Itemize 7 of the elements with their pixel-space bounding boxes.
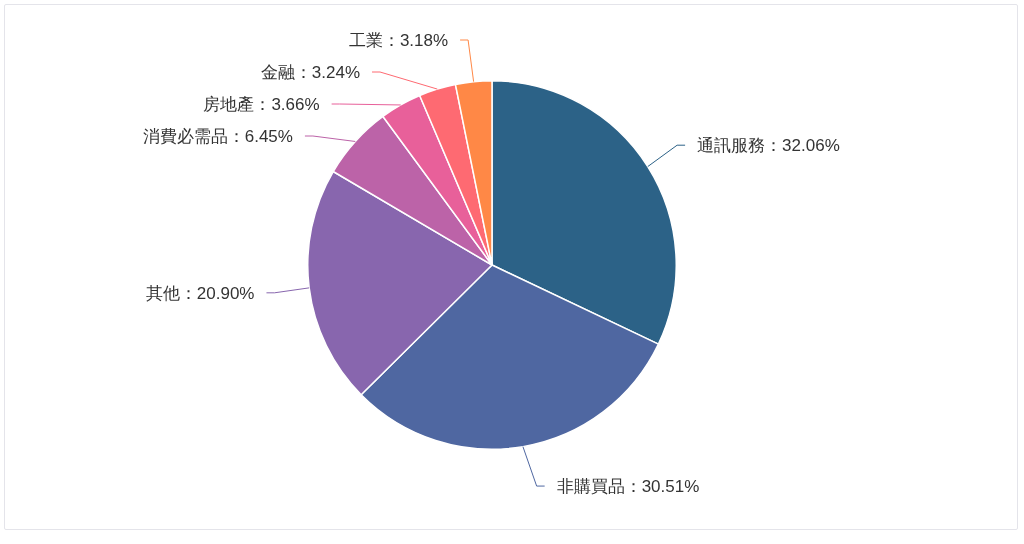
slice-label: 消費必需品：6.45%	[142, 126, 293, 146]
slice-label: 通訊服務：32.06%	[697, 135, 840, 155]
slice-label: 金融：3.24%	[260, 62, 361, 82]
slice-label: 房地產：3.66%	[203, 94, 320, 114]
slice-label: 工業：3.18%	[348, 30, 449, 50]
slice-label: 非購買品：30.51%	[556, 476, 700, 496]
slice-label: 其他：20.90%	[145, 283, 255, 303]
